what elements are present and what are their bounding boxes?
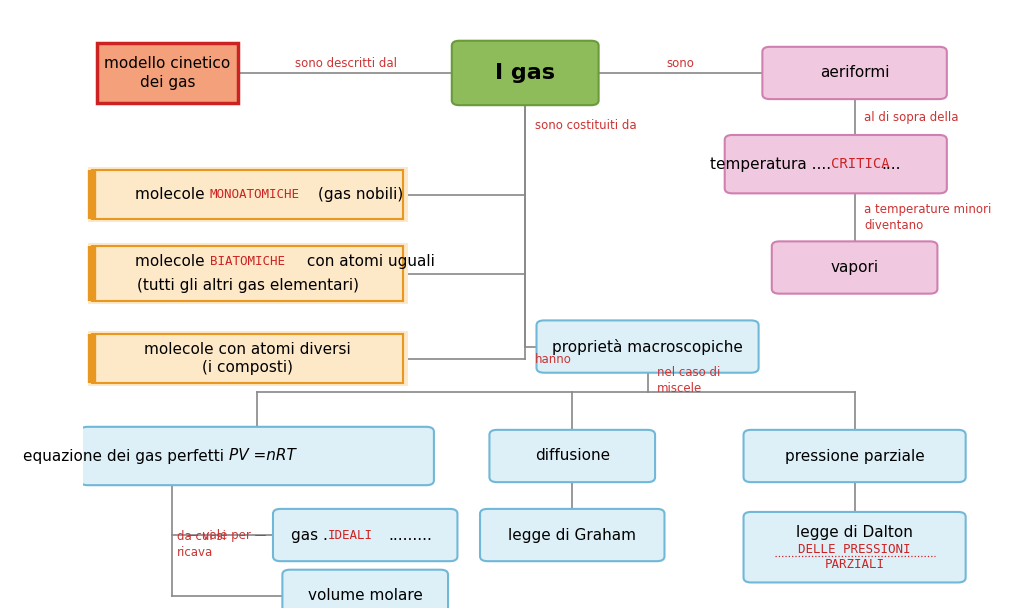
FancyBboxPatch shape bbox=[452, 41, 599, 105]
FancyBboxPatch shape bbox=[88, 331, 408, 386]
Text: BIATOMICHE: BIATOMICHE bbox=[210, 255, 285, 268]
FancyBboxPatch shape bbox=[283, 570, 449, 608]
Text: .........: ......... bbox=[389, 528, 432, 542]
Text: diffusione: diffusione bbox=[535, 449, 610, 463]
Text: (i composti): (i composti) bbox=[202, 361, 293, 375]
Text: al di sopra della: al di sopra della bbox=[864, 111, 958, 123]
Text: CRITICA: CRITICA bbox=[831, 157, 890, 171]
Text: legge di Dalton: legge di Dalton bbox=[796, 525, 913, 539]
Text: (gas nobili): (gas nobili) bbox=[318, 187, 403, 202]
Text: sono costituiti da: sono costituiti da bbox=[535, 119, 636, 131]
Text: I gas: I gas bbox=[496, 63, 555, 83]
Text: DELLE PRESSIONI: DELLE PRESSIONI bbox=[799, 542, 910, 556]
Text: hanno: hanno bbox=[535, 353, 571, 365]
Text: equazione dei gas perfetti: equazione dei gas perfetti bbox=[23, 449, 228, 463]
Text: MONOATOMICHE: MONOATOMICHE bbox=[210, 188, 300, 201]
Text: molecole con atomi diversi: molecole con atomi diversi bbox=[144, 342, 351, 357]
Text: PV =nRT: PV =nRT bbox=[228, 449, 296, 463]
FancyBboxPatch shape bbox=[762, 47, 947, 99]
Text: IDEALI: IDEALI bbox=[328, 528, 373, 542]
FancyBboxPatch shape bbox=[80, 427, 434, 485]
FancyBboxPatch shape bbox=[537, 320, 759, 373]
Text: (tutti gli altri gas elementari): (tutti gli altri gas elementari) bbox=[136, 278, 358, 293]
Text: molecole: molecole bbox=[135, 187, 210, 202]
Text: con atomi uguali: con atomi uguali bbox=[302, 254, 435, 269]
Text: pressione parziale: pressione parziale bbox=[784, 449, 925, 463]
Text: temperatura ....: temperatura .... bbox=[710, 157, 831, 171]
Text: da cui si
ricava: da cui si ricava bbox=[177, 530, 226, 559]
Text: proprietà macroscopiche: proprietà macroscopiche bbox=[552, 339, 743, 354]
Text: sono descritti dal: sono descritti dal bbox=[295, 57, 397, 70]
Text: molecole: molecole bbox=[135, 254, 210, 269]
Text: sono: sono bbox=[667, 57, 694, 70]
FancyBboxPatch shape bbox=[273, 509, 458, 561]
FancyBboxPatch shape bbox=[489, 430, 655, 482]
Text: modello cinetico
dei gas: modello cinetico dei gas bbox=[104, 55, 230, 91]
Text: aeriformi: aeriformi bbox=[820, 66, 890, 80]
Text: legge di Graham: legge di Graham bbox=[508, 528, 636, 542]
Text: PARZIALI: PARZIALI bbox=[824, 558, 885, 571]
Text: vapori: vapori bbox=[830, 260, 879, 275]
Text: gas .: gas . bbox=[291, 528, 328, 542]
FancyBboxPatch shape bbox=[88, 167, 408, 222]
FancyBboxPatch shape bbox=[725, 135, 947, 193]
Text: volume molare: volume molare bbox=[308, 589, 423, 603]
Text: — vale per —: — vale per — bbox=[186, 528, 266, 542]
FancyBboxPatch shape bbox=[88, 243, 408, 304]
FancyBboxPatch shape bbox=[743, 512, 966, 582]
FancyBboxPatch shape bbox=[743, 430, 966, 482]
Text: ....: .... bbox=[881, 157, 900, 171]
FancyBboxPatch shape bbox=[772, 241, 937, 294]
Text: nel caso di
miscele: nel caso di miscele bbox=[657, 365, 720, 395]
FancyBboxPatch shape bbox=[97, 43, 239, 103]
FancyBboxPatch shape bbox=[480, 509, 665, 561]
Text: a temperature minori
diventano: a temperature minori diventano bbox=[864, 203, 991, 232]
